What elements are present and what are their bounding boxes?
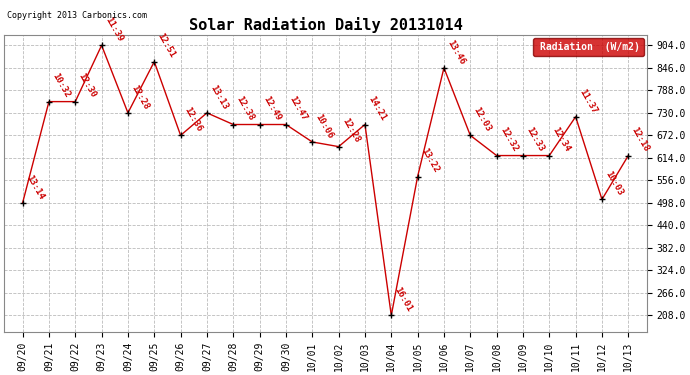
Text: 10:32: 10:32 [50,72,72,100]
Text: 12:32: 12:32 [498,126,519,154]
Text: 13:13: 13:13 [208,83,230,111]
Text: 12:34: 12:34 [551,126,572,154]
Text: 12:18: 12:18 [629,126,651,154]
Text: Copyright 2013 Carbonics.com: Copyright 2013 Carbonics.com [7,11,147,20]
Title: Solar Radiation Daily 20131014: Solar Radiation Daily 20131014 [188,17,462,33]
Text: 12:36: 12:36 [182,106,203,134]
Text: 16:01: 16:01 [393,286,414,314]
Text: 10:06: 10:06 [313,112,335,140]
Text: 13:22: 13:22 [419,147,440,175]
Text: 13:46: 13:46 [445,38,466,66]
Text: 12:49: 12:49 [261,95,282,123]
Text: 12:28: 12:28 [129,83,150,111]
Text: 12:51: 12:51 [155,32,177,60]
Text: 12:47: 12:47 [287,95,308,123]
Text: 11:37: 11:37 [577,87,598,115]
Legend: Radiation  (W/m2): Radiation (W/m2) [533,38,644,56]
Text: 10:03: 10:03 [603,170,624,198]
Text: 12:33: 12:33 [524,126,546,154]
Text: 14:21: 14:21 [366,95,388,123]
Text: 12:38: 12:38 [235,95,256,123]
Text: 12:03: 12:03 [471,106,493,134]
Text: 12:28: 12:28 [340,117,361,145]
Text: 11:39: 11:39 [103,16,124,44]
Text: 12:30: 12:30 [77,72,98,100]
Text: 13:14: 13:14 [24,173,45,201]
